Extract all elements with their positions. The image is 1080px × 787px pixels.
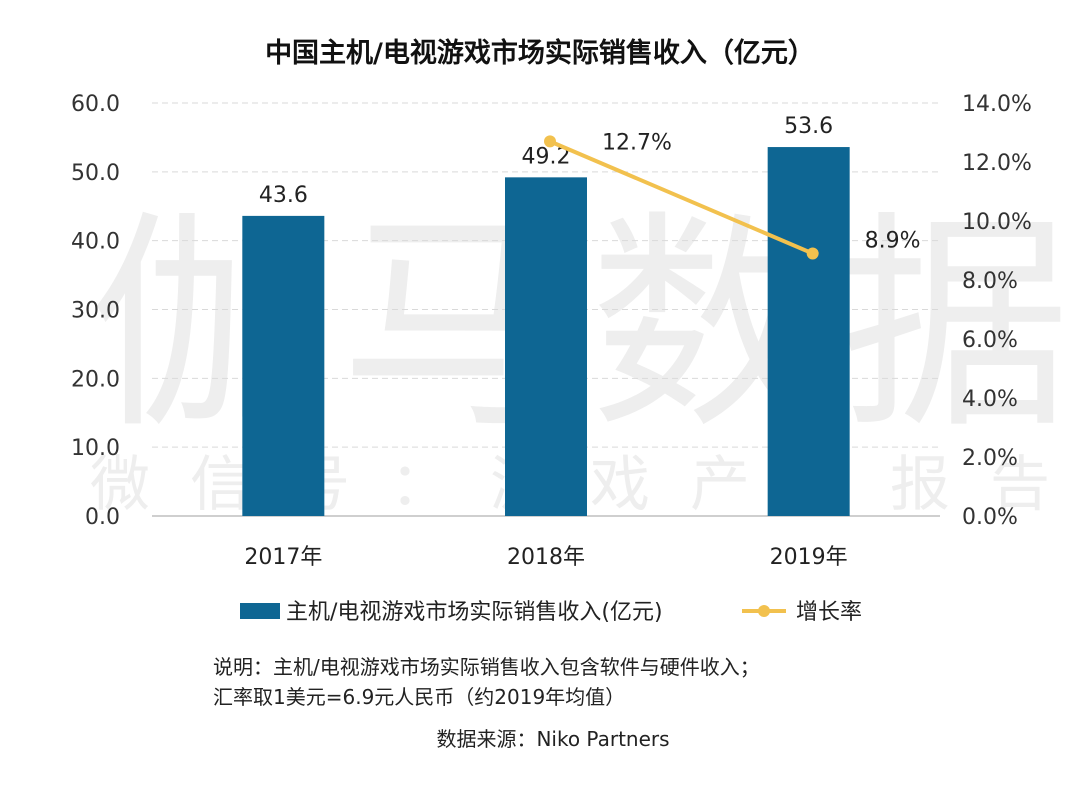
data-source: 数据来源：Niko Partners [436, 727, 669, 751]
right-axis-tick-label: 8.0% [962, 269, 1018, 294]
left-axis-tick-label: 60.0 [71, 92, 120, 117]
right-axis-ticks: 0.0% 2.0% 4.0% 6.0% 8.0% 10.0% 12.0% 14.0% [962, 92, 1032, 530]
growth-point [806, 247, 819, 260]
note-line-2: 汇率取1美元=6.9元人民币（约2019年均值） [213, 685, 625, 709]
chart-title: 中国主机/电视游戏市场实际销售收入（亿元） [265, 37, 815, 69]
right-axis-tick-label: 4.0% [962, 387, 1018, 412]
right-axis-tick-label: 10.0% [962, 210, 1032, 235]
bar-value-label: 43.6 [259, 183, 308, 208]
right-axis-tick-label: 12.0% [962, 151, 1032, 176]
growth-line [549, 139, 814, 256]
x-axis-tick-label: 2018年 [507, 545, 585, 570]
x-axis-ticks: 2017年 2018年 2019年 [244, 545, 847, 570]
right-axis-tick-label: 2.0% [962, 446, 1018, 471]
growth-point [544, 135, 556, 148]
right-axis-tick-label: 0.0% [962, 505, 1018, 530]
bar [505, 177, 587, 516]
bar-value-label: 53.6 [784, 114, 833, 139]
right-axis-tick-label: 14.0% [962, 92, 1032, 117]
right-axis-tick-label: 6.0% [962, 328, 1018, 353]
legend: 主机/电视游戏市场实际销售收入(亿元) 增长率 [240, 600, 862, 625]
bar [767, 147, 850, 516]
x-axis-tick-label: 2019年 [770, 545, 848, 570]
left-axis-tick-label: 30.0 [71, 299, 120, 324]
legend-line-marker [758, 605, 770, 617]
legend-bar-swatch [240, 603, 280, 619]
left-axis-tick-label: 40.0 [71, 230, 120, 255]
legend-bar-label: 主机/电视游戏市场实际销售收入(亿元) [286, 600, 663, 625]
bar [242, 215, 325, 517]
left-axis-ticks: 0.0 10.0 20.0 30.0 40.0 50.0 60.0 [71, 92, 120, 530]
growth-line-series: 12.7% 8.9% [544, 130, 921, 260]
note-line-1: 说明：主机/电视游戏市场实际销售收入包含软件与硬件收入； [213, 655, 760, 679]
left-axis-tick-label: 0.0 [85, 505, 120, 530]
growth-value-label: 12.7% [602, 130, 672, 155]
left-axis-tick-label: 50.0 [71, 161, 120, 186]
growth-value-label: 8.9% [865, 228, 921, 253]
legend-line-label: 增长率 [796, 600, 862, 625]
left-axis-tick-label: 20.0 [71, 367, 120, 392]
x-axis-tick-label: 2017年 [244, 545, 322, 570]
left-axis-tick-label: 10.0 [71, 436, 120, 461]
bar-series: 43.649.253.6 [242, 114, 850, 517]
